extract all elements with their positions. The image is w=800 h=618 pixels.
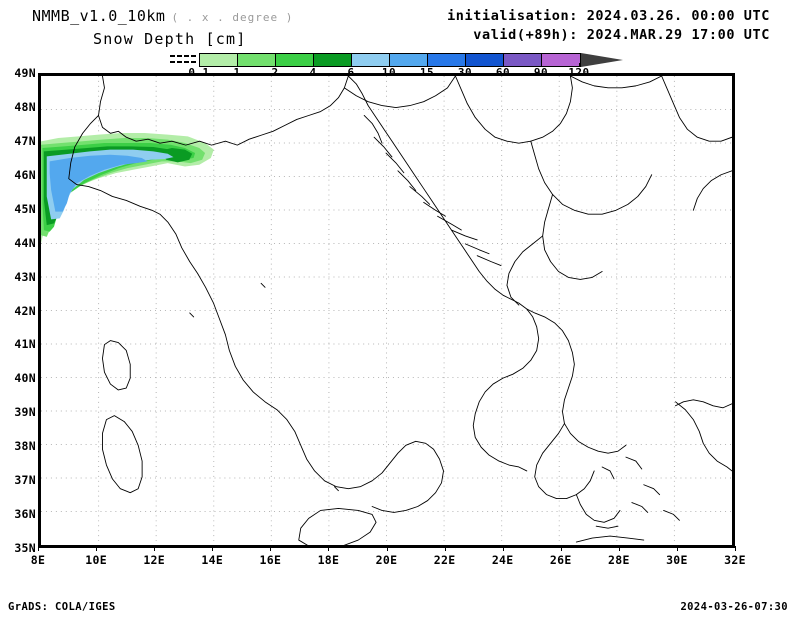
model-resolution: ( . x . degree ) [171,11,294,24]
y-tick-label-48N: 48N [14,99,36,114]
colorbar-swatch-2 [276,54,314,66]
x-tick [38,546,39,551]
y-tick-label-37N: 37N [14,473,36,488]
y-tick-label-40N: 40N [14,371,36,386]
x-tick-label-14E: 14E [201,553,224,567]
y-tick-label-43N: 43N [14,269,36,284]
colorbar-swatch-0.1 [200,54,238,66]
colorbar [170,53,623,67]
hatch-dash [184,55,189,57]
y-tick-label-36N: 36N [14,507,36,522]
hatch-dash [191,61,196,63]
footer-credit: GrADS: COLA/IGES [8,601,116,613]
x-tick [96,546,98,551]
colorbar-swatch-4 [314,54,352,66]
snow-band-4-6-east [161,147,193,163]
footer-generated-timestamp: 2024-03-26-07:30 [680,601,788,613]
hatch-dash [191,55,196,57]
colorbar-swatch-15 [428,54,466,66]
colorbar-swatch-90 [542,54,580,66]
x-tick [328,546,330,551]
colorbar-label-6: 6 [347,66,354,79]
x-tick [444,546,446,551]
y-tick-label-47N: 47N [14,133,36,148]
hatch-dash [170,61,175,63]
x-tick-label-30E: 30E [666,553,688,567]
x-tick [212,546,214,551]
x-tick-label-32E: 32E [724,553,746,567]
header-right-block: initialisation: 2024.03.26. 00:00 UTC va… [447,7,770,45]
valid-time: valid(+89h): 2024.MAR.29 17:00 UTC [473,27,770,43]
map-canvas [41,76,732,545]
colorbar-tick [199,63,200,66]
hatch-dash [184,61,189,63]
snow-depth-field [41,132,214,244]
x-tick-label-16E: 16E [259,553,282,567]
colorbar-swatch-1 [238,54,276,66]
x-tick [154,546,156,551]
x-tick-label-24E: 24E [491,553,514,567]
hatch-dash [177,61,182,63]
colorbar-tick [275,63,276,66]
x-tick [735,546,736,551]
x-tick [676,546,678,551]
header-left-block: NMMB_v1.0_10km ( . x . degree ) Snow Dept… [0,6,420,48]
x-tick [618,546,620,551]
colorbar-swatch-6 [352,54,390,66]
colorbar-tick [579,63,580,66]
y-tick-label-44N: 44N [14,235,36,250]
colorbar-tick [427,63,428,66]
x-tick-label-22E: 22E [433,553,456,567]
colorbar-label-2: 2 [271,66,278,79]
colorbar-tick [351,63,352,66]
hatch-dash [177,55,182,57]
x-axis: 8E 10E 12E 14E 16E 18E 20E 22E 24E 26E 28E 30E 32E [31,546,746,569]
x-tick [502,546,504,551]
colorbar-tick [465,63,466,66]
y-tick-label-35N: 35N [14,541,36,555]
x-tick-label-20E: 20E [375,553,398,567]
y-tick-label-45N: 45N [14,201,36,216]
y-axis: 35N 36N 37N 38N 39N 40N 41N 42N 43N 44N 45N 46N 47N 4… [0,66,36,555]
colorbar-tick [503,63,504,66]
colorbar-swatch-10 [390,54,428,66]
y-tick-label-49N: 49N [14,66,36,80]
x-tick-label-8E: 8E [30,553,46,567]
map-coastlines [68,76,732,545]
colorbar-swatches [199,53,581,67]
colorbar-hatch-swatch [170,53,198,67]
colorbar-swatch-30 [466,54,504,66]
model-name: NMMB_v1.0_10km [32,7,166,25]
colorbar-label-4: 4 [309,66,316,79]
model-line: NMMB_v1.0_10km ( . x . degree ) [0,6,420,25]
x-tick-label-28E: 28E [607,553,630,567]
colorbar-tick [541,63,542,66]
y-tick-label-42N: 42N [14,303,36,318]
snow-band-10-15 [49,154,148,212]
colorbar-tick [389,63,390,66]
colorbar-swatch-60 [504,54,542,66]
initialisation-time: initialisation: 2024.03.26. 00:00 UTC [447,8,770,24]
field-title: Snow Depth [cm] [93,30,247,48]
x-tick-label-26E: 26E [549,553,572,567]
x-tick-label-12E: 12E [143,553,165,567]
x-tick-label-10E: 10E [85,553,107,567]
map-plot-area [38,73,735,548]
y-tick-label-38N: 38N [14,439,36,454]
x-tick [560,546,562,551]
x-tick [386,546,388,551]
y-tick-label-46N: 46N [14,167,36,182]
y-tick-label-39N: 39N [14,405,36,420]
colorbar-tick [313,63,314,66]
x-tick-label-18E: 18E [317,553,340,567]
colorbar-overflow-arrow [581,53,623,67]
colorbar-label-1: 1 [233,66,240,79]
hatch-dash [170,55,175,57]
y-tick-label-41N: 41N [14,337,36,352]
x-tick [270,546,272,551]
colorbar-tick [237,63,238,66]
